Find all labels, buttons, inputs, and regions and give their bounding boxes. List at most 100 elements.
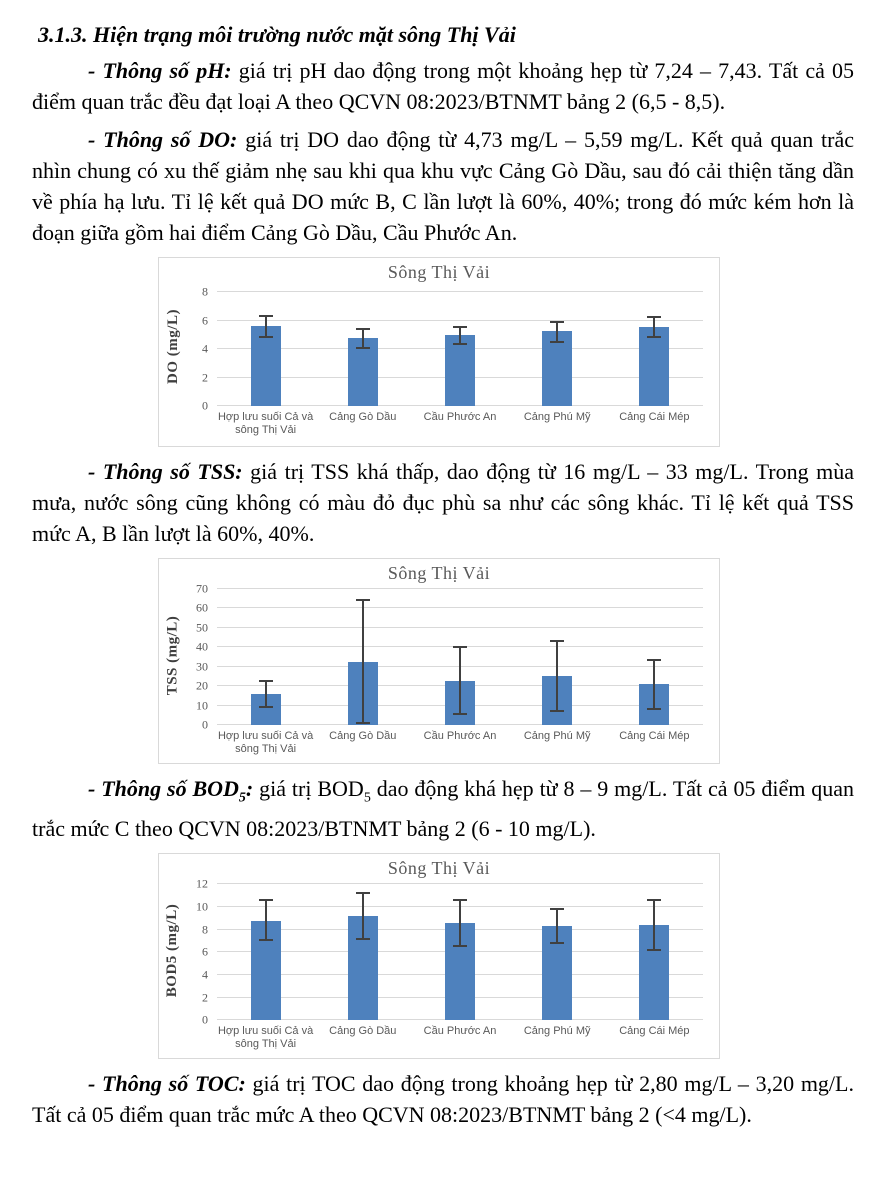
- y-axis-tick-label: 6: [202, 944, 208, 959]
- bar: [639, 326, 670, 406]
- chart-title: Sông Thị Vải: [387, 262, 491, 282]
- gridline: [217, 883, 703, 885]
- error-bar-cap: [355, 347, 370, 349]
- chart-title: Sông Thị Vải: [387, 858, 491, 879]
- error-bar-cap: [258, 899, 273, 902]
- paragraph-toc-body: giá trị TOC dao động trong khoảng hẹp từ…: [32, 1071, 854, 1128]
- error-bar-line: [459, 899, 461, 947]
- error-bar: [258, 314, 273, 338]
- paragraph-toc: - Thông số TOC: giá trị TOC dao động tro…: [32, 1068, 854, 1130]
- error-bar-cap: [647, 335, 662, 338]
- y-axis-title: TSS (mg/L): [164, 615, 181, 695]
- gridline: [217, 588, 703, 589]
- category-label: Cảng Gò Dầu: [329, 1025, 397, 1038]
- error-bar: [647, 658, 662, 711]
- category-label: Cầu Phước An: [423, 730, 497, 742]
- error-bar-line: [556, 320, 559, 343]
- category-label: Cảng Phú Mỹ: [523, 730, 591, 742]
- y-axis-tick-label: 70: [196, 581, 208, 596]
- paragraph-toc-lead: - Thông số TOC:: [88, 1071, 253, 1097]
- error-bar: [355, 892, 370, 940]
- error-bar: [453, 326, 467, 345]
- paragraph-tss-body: giá trị TSS khá thấp, dao động từ 16 mg/…: [32, 459, 854, 546]
- bod5-chart: Sông Thị Vải BOD5 (mg/L) 0 2 4 6 8 10 12 Hợp lư…: [158, 853, 720, 1060]
- category-label: Cảng Phú Mỹ: [523, 1025, 591, 1038]
- y-axis-tick-label: 40: [196, 639, 208, 654]
- paragraph-bod5-body-subscript: 5: [363, 790, 371, 806]
- error-bar-cap: [258, 705, 273, 708]
- bar: [542, 331, 573, 406]
- error-bar-line: [361, 598, 364, 725]
- paragraph-bod5-lead-colon: :: [245, 776, 260, 801]
- error-bar-cap: [453, 326, 467, 329]
- paragraph-bod5: - Thông số BOD5: giá trị BOD5 dao động k…: [32, 773, 854, 844]
- y-axis-tick-label: 10: [196, 698, 208, 713]
- error-bar: [647, 899, 662, 952]
- category-label: Cảng Gò Dầu: [329, 411, 397, 423]
- error-bar-cap: [258, 314, 273, 317]
- y-axis-tick-label: 0: [202, 717, 208, 732]
- error-bar-cap: [258, 335, 273, 338]
- error-bar-cap: [550, 942, 565, 945]
- error-bar: [550, 320, 565, 343]
- gridline: [217, 291, 703, 292]
- paragraph-ph: - Thông số pH: giá trị pH dao động trong…: [32, 55, 854, 117]
- category-label: Hợp lưu suối Cả và sông Thị Vải: [217, 730, 314, 755]
- paragraph-bod5-body-text: giá trị BOD: [259, 776, 364, 801]
- document-page: 3.1.3. Hiện trạng môi trường nước mặt sô…: [32, 22, 854, 1130]
- paragraph-do-lead: - Thông số DO:: [88, 127, 246, 152]
- paragraph-bod5-lead: - Thông số BOD5:: [88, 776, 260, 805]
- error-bar: [550, 908, 565, 945]
- tss-chart: Sông Thị Vải TSS (mg/L) 0 10 20 30 40 50 60 70 H…: [158, 558, 720, 764]
- y-axis-tick-label: 6: [202, 313, 208, 327]
- error-bar-line: [264, 680, 267, 708]
- y-axis-tick-label: 10: [196, 899, 208, 914]
- error-bar-cap: [453, 713, 467, 716]
- y-axis-tick-label: 50: [196, 620, 208, 635]
- plot-area: 0 2 4 6 8 Hợp lưu suối Cả và sông Thị Vải Cảng…: [202, 285, 703, 436]
- error-bar-line: [556, 639, 559, 713]
- bar: [347, 337, 378, 406]
- error-bar: [258, 899, 273, 942]
- error-bar-cap: [453, 646, 467, 649]
- error-bar: [355, 598, 370, 725]
- error-bar-line: [459, 326, 461, 345]
- error-bar-line: [361, 328, 364, 349]
- error-bar-cap: [647, 708, 662, 711]
- chart-title: Sông Thị Vải: [387, 563, 491, 583]
- bar: [445, 334, 475, 406]
- error-bar-cap: [453, 899, 467, 902]
- plot-area: 0 10 20 30 40 50 60 70 Hợp lưu suối Cả và sông T…: [196, 582, 703, 755]
- error-bar-cap: [258, 680, 273, 683]
- y-axis-tick-label: 2: [202, 370, 208, 384]
- gridline: [217, 319, 703, 321]
- paragraph-do-body: giá trị DO dao động từ 4,73 mg/L – 5,59 …: [32, 127, 854, 245]
- error-bar-cap: [647, 949, 662, 952]
- y-axis-tick-label: 4: [202, 967, 208, 982]
- error-bar-line: [653, 658, 656, 711]
- category-label: Cảng Phú Mỹ: [523, 411, 591, 423]
- error-bar-cap: [355, 892, 370, 895]
- category-label: Cầu Phước An: [423, 411, 497, 423]
- error-bar-cap: [647, 316, 662, 319]
- error-bar-cap: [258, 939, 273, 942]
- error-bar-cap: [355, 722, 370, 725]
- y-axis-tick-label: 60: [196, 600, 208, 615]
- gridline: [217, 626, 703, 628]
- paragraph-bod5-lead-subscript: 5: [238, 790, 246, 806]
- y-axis-tick-label: 30: [196, 659, 208, 674]
- y-axis-tick-label: 8: [202, 284, 208, 299]
- error-bar-cap: [550, 340, 565, 343]
- error-bar-cap: [355, 598, 370, 601]
- paragraph-ph-body: giá trị pH dao động trong một khoảng hẹp…: [32, 58, 854, 114]
- error-bar-line: [459, 646, 461, 716]
- error-bar: [647, 316, 662, 338]
- error-bar-cap: [453, 944, 467, 947]
- error-bar: [550, 639, 565, 713]
- category-label: Cầu Phước An: [423, 1025, 497, 1038]
- y-axis-tick-label: 4: [202, 341, 208, 356]
- error-bar-cap: [355, 937, 370, 940]
- error-bar-cap: [647, 899, 662, 902]
- y-axis-tick-label: 20: [196, 678, 208, 693]
- category-label: Cảng Cái Mép: [619, 1025, 690, 1038]
